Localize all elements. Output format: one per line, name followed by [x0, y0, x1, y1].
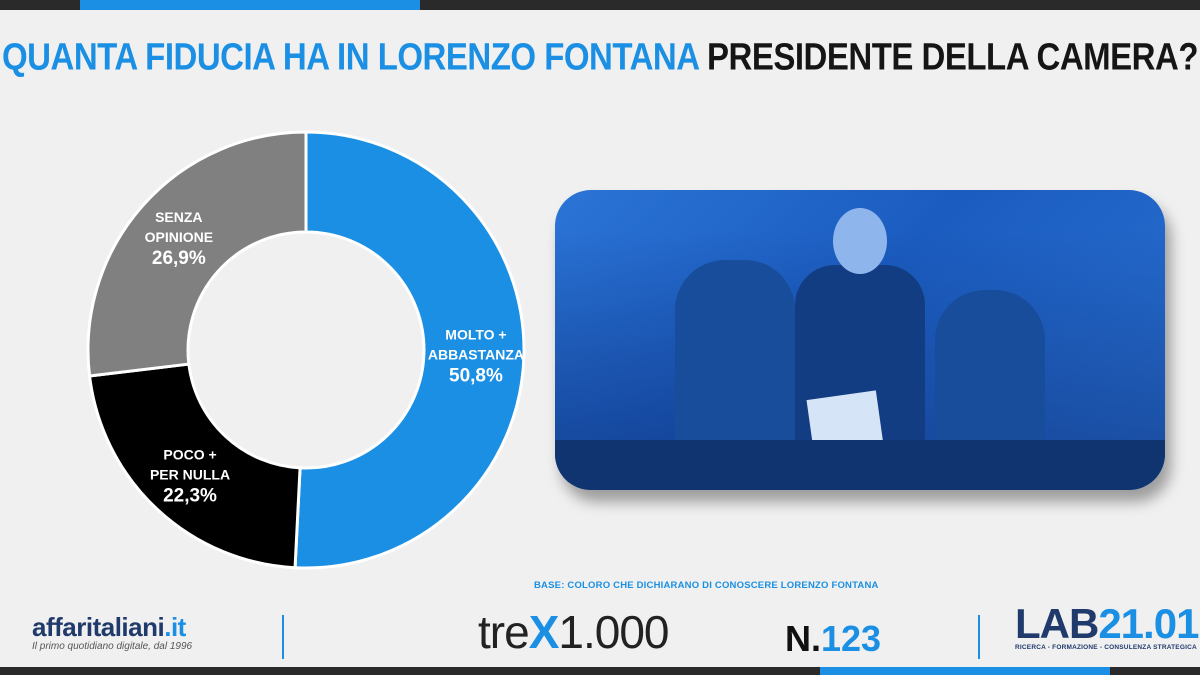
footer-separator-2: [978, 615, 980, 659]
donut-category-1-1: PER NULLA: [150, 466, 230, 482]
trex-x: X: [528, 606, 560, 658]
donut-category-0-0: MOLTO +: [445, 326, 506, 342]
chart-title: QUANTA FIDUCIA HA IN LORENZO FONTANA PRE…: [0, 35, 1200, 79]
donut-label-2: SENZA OPINIONE 26,9%: [145, 209, 213, 269]
affaritaliani-name: affaritaliani.it: [32, 612, 192, 643]
issue-number: N.123: [785, 618, 881, 660]
bottom-bar-accent: [820, 667, 1110, 675]
photo-desk: [555, 440, 1165, 490]
photo-chair-left: [675, 260, 795, 460]
donut-category-2-1: OPINIONE: [145, 229, 213, 245]
affaritaliani-tld: .it: [164, 612, 186, 642]
donut-category-2-0: SENZA: [155, 209, 202, 225]
donut-slice-1: [87, 362, 302, 570]
affaritaliani-tagline: Il primo quotidiano digitale, dal 1996: [32, 641, 193, 652]
donut-value-2: 26,9%: [152, 248, 206, 269]
footer-separator-1: [282, 615, 284, 659]
issue-prefix: N.: [785, 618, 821, 659]
lab2101-logo: LAB21.01 RICERCA - FORMAZIONE - CONSULEN…: [1015, 600, 1199, 651]
donut-slice-2: [86, 130, 308, 378]
photo-chair-right: [935, 290, 1045, 460]
top-bar-accent: [80, 0, 420, 10]
photo-person-head: [833, 208, 887, 274]
lab-name-2: 21.01: [1098, 600, 1199, 647]
trex-pre: tre: [478, 606, 530, 658]
base-note: BASE: COLORO CHE DICHIARANO DI CONOSCERE…: [534, 580, 879, 591]
issue-value: 123: [821, 618, 882, 659]
top-bar: [0, 0, 1200, 10]
lab-name-1: LAB: [1015, 600, 1099, 647]
donut-value-0: 50,8%: [449, 365, 503, 386]
affaritaliani-name-text: affaritaliani: [32, 612, 165, 642]
donut-value-1: 22,3%: [163, 485, 217, 506]
donut-category-1-0: POCO +: [163, 446, 216, 462]
title-part-2: PRESIDENTE DELLA CAMERA?: [707, 35, 1198, 78]
donut-chart: MOLTO + ABBASTANZA 50,8% POCO + PER NULLA 22,…: [86, 130, 526, 570]
trex-post: 1.000: [558, 606, 669, 658]
donut-category-0-1: ABBASTANZA: [428, 346, 524, 362]
donut-slice-0: [293, 130, 526, 570]
title-part-1: QUANTA FIDUCIA HA IN LORENZO FONTANA: [2, 35, 699, 78]
donut-label-0: MOLTO + ABBASTANZA 50,8%: [428, 326, 524, 386]
bottom-bar: [0, 667, 1200, 675]
donut-label-1: POCO + PER NULLA 22,3%: [150, 446, 230, 506]
affaritaliani-logo: affaritaliani.it Il primo quotidiano dig…: [32, 612, 192, 652]
trex1000-logo: treX1.000: [478, 605, 670, 659]
lab-tagline: RICERCA - FORMAZIONE - CONSULENZA STRATE…: [1015, 644, 1197, 651]
photo-lorenzo-fontana: [555, 190, 1165, 490]
lab-name: LAB21.01: [1015, 600, 1199, 648]
